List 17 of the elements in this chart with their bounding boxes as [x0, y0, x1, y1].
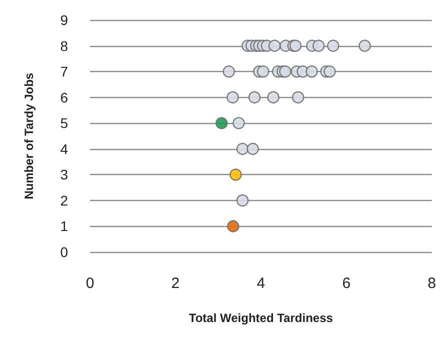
x-tick-label: 4	[256, 275, 266, 292]
y-tick-label: 4	[60, 140, 68, 157]
y-tick-label: 9	[60, 12, 68, 28]
y-tick-label: 0	[60, 244, 68, 260]
y-tick-label: 5	[60, 115, 68, 132]
x-tick-label: 0	[86, 275, 94, 292]
y-tick-label: 3	[60, 166, 68, 183]
x-tick-label: 2	[171, 275, 180, 292]
y-tick-label: 8	[60, 38, 68, 54]
y-tick-label: 6	[60, 89, 68, 106]
y-axis-title: Number of Tardy Jobs	[22, 72, 36, 200]
x-tick-label: 6	[342, 275, 351, 292]
y-tick-label: 7	[60, 64, 68, 80]
y-tick-label: 2	[60, 192, 68, 208]
x-tick-label: 8	[428, 275, 436, 292]
y-tick-label: 1	[60, 218, 68, 234]
x-axis-title: Total Weighted Tardiness	[188, 311, 334, 325]
